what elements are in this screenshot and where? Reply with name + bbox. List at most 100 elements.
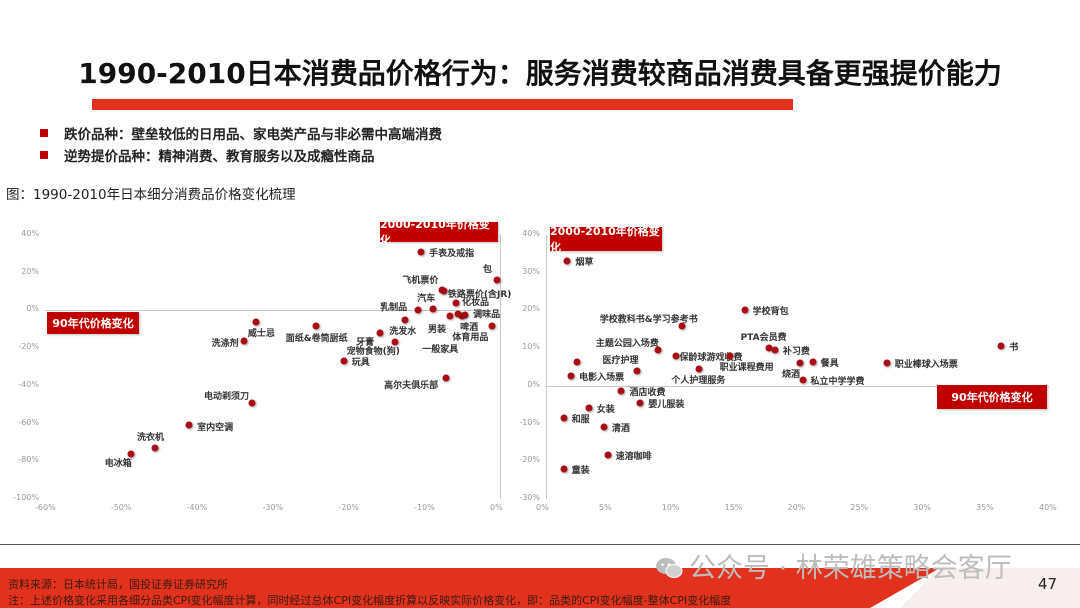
title-underline-bar [92, 99, 793, 110]
data-point [312, 322, 320, 329]
data-point-label: 婴儿服装 [648, 399, 685, 410]
data-point-label: 烧酒 [782, 370, 801, 381]
data-point [633, 367, 641, 375]
y-tick-label: 20% [522, 304, 540, 314]
data-point [604, 451, 612, 459]
y-tick-label: -20% [18, 342, 39, 352]
x-tick-label: 15% [724, 503, 743, 512]
y-tick-label: 0% [26, 304, 39, 314]
data-point [600, 423, 608, 431]
x-tick-label: 0% [490, 503, 503, 512]
data-point [458, 312, 466, 320]
data-point [151, 444, 159, 452]
data-point [799, 376, 807, 384]
x-tick-label: 35% [976, 503, 994, 512]
x-tick-label: 30% [913, 503, 932, 512]
data-point-label: 书 [1009, 342, 1019, 353]
page-title: 1990-2010日本消费品价格行为：服务消费较商品消费具备更强提价能力 [78, 57, 1002, 90]
data-point-label: 一般家具 [422, 345, 459, 356]
data-point-label: 烟草 [575, 258, 594, 269]
data-point-label: 洗发水 [389, 326, 417, 337]
data-point [252, 318, 260, 326]
data-point [488, 322, 496, 329]
data-point [617, 387, 625, 395]
bullet-square-icon [40, 129, 48, 137]
x-tick-label: 25% [850, 503, 869, 512]
data-point [672, 352, 680, 360]
data-point-label: 宠物食物(狗) [346, 347, 400, 358]
y-tick-label: 20% [21, 266, 39, 276]
data-point-label: 学校教科书&学习参考书 [599, 314, 698, 325]
y-tick-label: -100% [13, 493, 39, 502]
x-tick-label: 20% [787, 503, 806, 512]
data-point-label: 牙膏 [356, 338, 375, 349]
wechat-icon [655, 555, 683, 578]
method-note: 注：上述价格变化采用各细分品类CPI变化幅度计算，同时经过总体CPI变化幅度折算… [8, 594, 732, 607]
bullet-item: 跌价品种：壁垒较低的日用品、家电类产品与非必需中高端消费 [40, 122, 442, 144]
y-axis-tag: 2000-2010年价格变化 [380, 218, 498, 247]
data-point [340, 357, 348, 365]
y-tick-label: -60% [18, 417, 39, 427]
data-point-label: 包 [482, 265, 492, 276]
data-point-label: 威士忌 [247, 328, 275, 339]
x-tick-label: -60% [35, 503, 56, 512]
y-tick-label: 40% [21, 229, 39, 238]
y-tick-label: 0% [527, 379, 540, 389]
data-point-label: PTA会员费 [740, 333, 787, 344]
data-point [414, 306, 422, 314]
bullet-text: 跌价品种：壁垒较低的日用品、家电类产品与非必需中高端消费 [64, 127, 442, 143]
data-point [654, 346, 662, 354]
data-point-label: 洗涤剂 [211, 338, 239, 349]
data-point-label: 啤酒 [460, 323, 479, 334]
data-point-label: 清酒 [611, 423, 630, 434]
page-number: 47 [1038, 575, 1058, 593]
data-point-label: 私立中学学费 [810, 377, 865, 388]
x-axis-tag: 90年代价格变化 [937, 385, 1047, 409]
data-point [678, 322, 686, 329]
y-tick-label: 30% [522, 266, 540, 276]
y-tick-label: 10% [522, 342, 540, 352]
data-point-label: 女装 [596, 404, 615, 415]
data-point-label: 汽车 [417, 293, 436, 304]
y-axis-tag: 2000-2010年价格变化 [550, 225, 662, 254]
data-point [765, 344, 773, 352]
data-point [997, 342, 1005, 350]
data-point [454, 310, 462, 318]
data-point [726, 352, 734, 360]
data-point [573, 358, 581, 366]
data-point [391, 338, 399, 346]
y-tick-label: -30% [519, 493, 540, 502]
data-point-label: 室内空调 [197, 423, 234, 434]
data-point-label: 乳制品 [380, 303, 408, 314]
data-point [452, 299, 460, 307]
data-point-label: 电冰箱 [104, 458, 132, 469]
data-point-label: 化妆品 [462, 297, 490, 308]
data-point [771, 346, 779, 354]
data-point [440, 287, 448, 295]
data-point [796, 359, 804, 367]
data-point [636, 399, 644, 407]
figure-caption: 图：1990-2010年日本细分消费品价格变化梳理 [6, 187, 296, 203]
data-point [493, 276, 501, 284]
data-point-label: 电影入场票 [579, 372, 625, 383]
bullet-square-icon [40, 151, 48, 159]
bullet-text: 逆势提价品种：精神消费、教育服务以及成瘾性商品 [64, 149, 375, 165]
data-point-label: 铁路票价(含JR) [447, 289, 512, 300]
data-point [560, 465, 568, 473]
y-zero-axis [546, 235, 547, 499]
data-point-label: 高尔夫俱乐部 [384, 381, 439, 392]
data-point-label: 飞机票价 [402, 275, 439, 286]
x-axis-tag: 90年代价格变化 [47, 312, 139, 334]
x-tick-label: -30% [262, 503, 284, 512]
data-point-label: 保龄球游戏收费 [679, 352, 743, 363]
data-point-label: 和服 [571, 414, 590, 425]
data-point [695, 365, 703, 373]
data-point-label: 男装 [427, 325, 446, 336]
data-point [442, 374, 450, 382]
data-point [883, 359, 891, 367]
bullet-item: 逆势提价品种：精神消费、教育服务以及成瘾性商品 [40, 144, 442, 166]
data-point [809, 358, 817, 366]
x-zero-axis [546, 385, 1049, 387]
x-tick-label: -40% [186, 503, 208, 512]
watermark-text: 公众号 · 林荣雄策略会客厅 [689, 553, 1012, 584]
